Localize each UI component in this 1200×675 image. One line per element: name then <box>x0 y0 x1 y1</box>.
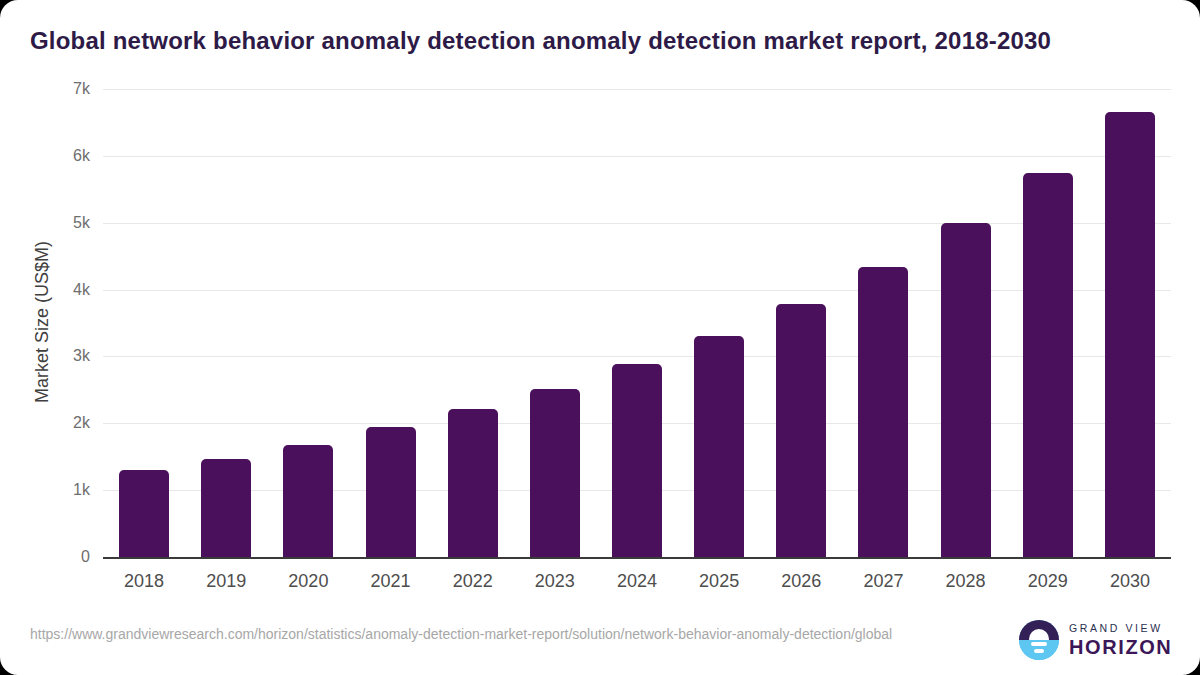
bar-2025 <box>694 336 744 557</box>
x-tick-2023: 2023 <box>514 571 596 592</box>
y-tick-5k: 5k <box>0 214 90 232</box>
y-tick-4k: 4k <box>0 281 90 299</box>
x-tick-2027: 2027 <box>842 571 924 592</box>
x-tick-2026: 2026 <box>760 571 842 592</box>
horizon-sun-icon <box>1019 620 1059 660</box>
logo-text: GRAND VIEW HORIZON <box>1069 622 1172 659</box>
y-tick-7k: 7k <box>0 80 90 98</box>
y-axis-tick-labels: 01k2k3k4k5k6k7k <box>0 89 90 557</box>
gridline-4k <box>103 290 1171 291</box>
plot-area <box>103 89 1171 559</box>
logo-horizon: HORIZON <box>1069 636 1172 659</box>
x-tick-2020: 2020 <box>267 571 349 592</box>
logo-grand-view: GRAND VIEW <box>1069 622 1172 634</box>
bar-2024 <box>612 364 662 557</box>
y-tick-1k: 1k <box>0 481 90 499</box>
gridline-6k <box>103 156 1171 157</box>
bar-2029 <box>1023 173 1073 557</box>
bar-2020 <box>283 445 333 557</box>
x-tick-2028: 2028 <box>925 571 1007 592</box>
bar-2023 <box>530 389 580 557</box>
y-tick-6k: 6k <box>0 147 90 165</box>
gridline-3k <box>103 356 1171 357</box>
x-tick-2029: 2029 <box>1007 571 1089 592</box>
grand-view-horizon-logo: GRAND VIEW HORIZON <box>1019 620 1172 660</box>
bar-2030 <box>1105 112 1155 557</box>
x-tick-2024: 2024 <box>596 571 678 592</box>
x-tick-2025: 2025 <box>678 571 760 592</box>
chart-title: Global network behavior anomaly detectio… <box>30 27 1051 55</box>
y-tick-2k: 2k <box>0 414 90 432</box>
bar-2021 <box>366 427 416 557</box>
y-tick-0: 0 <box>0 548 90 566</box>
x-tick-2022: 2022 <box>432 571 514 592</box>
bar-2027 <box>858 267 908 557</box>
bar-2022 <box>448 409 498 557</box>
source-url: https://www.grandviewresearch.com/horizo… <box>30 624 942 644</box>
bar-2018 <box>119 470 169 557</box>
gridline-7k <box>103 89 1171 90</box>
bar-2028 <box>941 223 991 557</box>
gridline-5k <box>103 223 1171 224</box>
bar-2019 <box>201 459 251 557</box>
report-card: Global network behavior anomaly detectio… <box>0 0 1200 675</box>
x-tick-2018: 2018 <box>103 571 185 592</box>
x-tick-2021: 2021 <box>349 571 431 592</box>
x-tick-2030: 2030 <box>1089 571 1171 592</box>
x-tick-2019: 2019 <box>185 571 267 592</box>
bar-2026 <box>776 304 826 557</box>
y-tick-3k: 3k <box>0 347 90 365</box>
x-axis-tick-labels: 2018201920202021202220232024202520262027… <box>103 571 1171 595</box>
